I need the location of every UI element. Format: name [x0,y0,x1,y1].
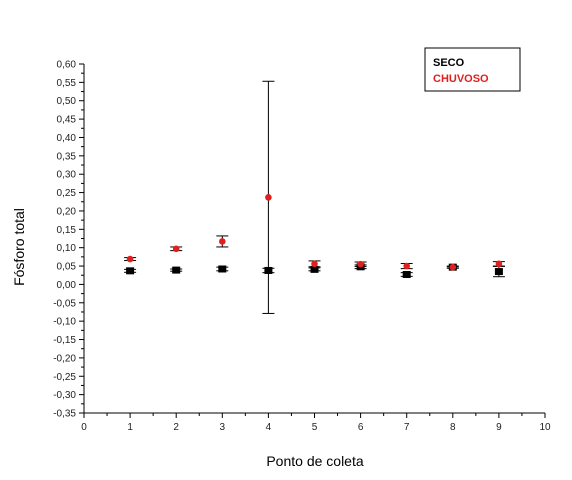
x-axis-title: Ponto de coleta [266,453,364,469]
x-tick-label: 2 [173,422,179,433]
data-point [172,266,181,274]
data-point [311,260,318,268]
y-tick-label: 0,10 [57,243,77,254]
y-tick-label: 0,30 [57,170,77,181]
x-tick-label: 4 [266,422,272,433]
ticks: 0,60 0,55 0,50 0,45 0,40 0,35 0,30 0,25 0,20 0,15… [53,60,551,434]
data-point [403,262,411,270]
y-tick-label: 0,55 [57,78,77,89]
x-tick-label: 9 [496,422,502,433]
y-tick-label: 0,00 [57,280,77,291]
data-point [172,245,180,253]
x-tick-label: 6 [358,422,364,433]
series-chuvoso [124,80,505,314]
y-tick-label: 0,50 [57,96,77,107]
data-point [265,194,272,201]
y-tick-label: 0,60 [57,60,77,71]
data-point [402,271,411,279]
data-point [218,265,227,273]
y-tick-label: 0,45 [57,115,77,126]
y-tick-label: -0,35 [53,409,76,420]
legend-box [424,47,521,92]
y-tick-label: 0,25 [57,188,77,199]
data-point [126,255,134,263]
y-tick-label: -0,15 [53,335,76,346]
axes [83,64,545,414]
y-tick-label: -0,20 [53,353,76,364]
x-tick-label: 8 [450,422,456,433]
x-tick-label: 5 [312,422,318,433]
y-tick-label: -0,30 [53,390,76,401]
y-axis-title: Fósforo total [11,208,27,286]
y-tick-label: 0,20 [57,206,77,217]
y-tick-label: 0,35 [57,151,77,162]
y-tick-label: 0,05 [57,262,77,273]
x-tick-label: 3 [220,422,226,433]
y-tick-label: 0,40 [57,133,77,144]
x-tick-label: 7 [404,422,410,433]
x-tick-label: 0 [81,422,87,433]
series-layer [124,80,505,314]
legend-label-seco: SECO [433,57,465,69]
data-point [126,267,135,275]
y-tick-label: -0,05 [53,298,76,309]
y-tick-label: -0,25 [53,372,76,383]
data-point [449,263,457,271]
data-point [219,238,226,245]
data-point [494,268,503,276]
y-tick-label: -0,10 [53,317,76,328]
legend-label-chuvoso: CHUVOSO [433,73,489,85]
legend: SECO CHUVOSO [424,47,521,92]
data-point [495,260,503,268]
data-point [357,260,364,268]
y-tick-label: 0,15 [57,225,77,236]
data-point [310,265,319,273]
x-tick-label: 10 [539,422,551,433]
x-tick-label: 1 [127,422,133,433]
